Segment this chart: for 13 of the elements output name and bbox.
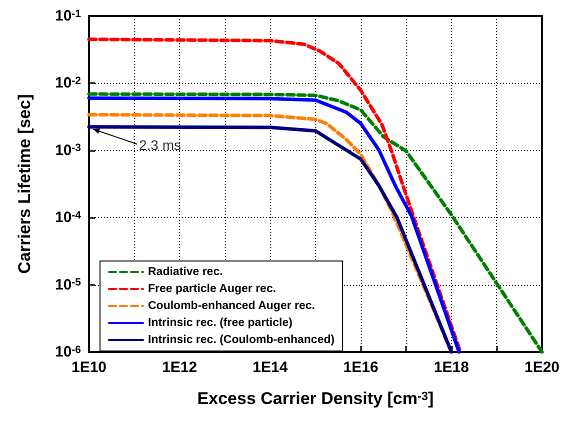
x-tick-label: 1E14 [252,359,288,376]
x-tick-label: 1E18 [434,359,469,376]
legend-label: Coulomb-enhanced Auger rec. [148,300,315,312]
legend-label: Intrinsic rec. (free particle) [148,317,293,329]
legend-label: Free particle Auger rec. [148,283,276,295]
x-tick-label: 1E20 [524,359,560,376]
x-tick-label: 1E16 [343,359,378,376]
y-axis-title: Carriers Lifetime [sec] [15,94,34,274]
legend-label: Intrinsic rec. (Coulomb-enhanced) [148,334,335,346]
legend-label: Radiative rec. [148,266,223,278]
annotation: 2.3 ms [139,137,182,154]
x-tick-label: 1E12 [162,359,198,376]
x-tick-label: 1E10 [71,359,107,376]
